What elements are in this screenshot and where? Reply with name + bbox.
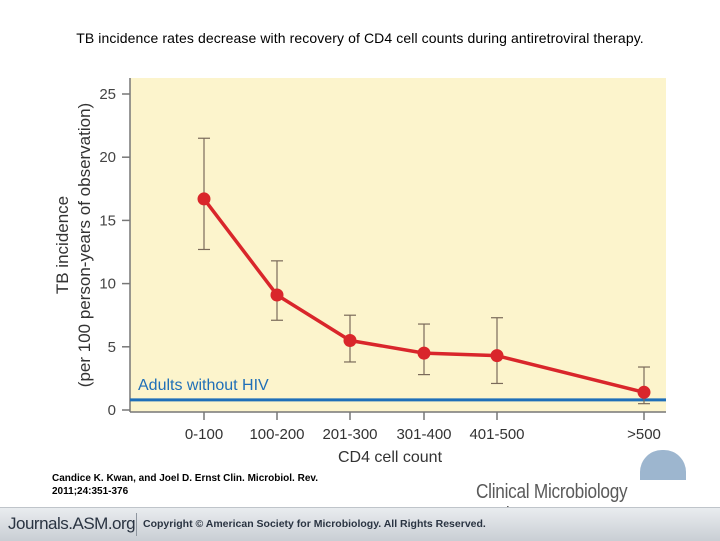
y-axis: 0 5 10 15 20 25 bbox=[99, 78, 131, 419]
citation-authors: Candice K. Kwan, and Joel D. Ernst Clin.… bbox=[52, 473, 318, 484]
footer-copyright: Copyright © American Society for Microbi… bbox=[143, 518, 486, 530]
data-point bbox=[343, 333, 357, 347]
x-tick-label: 100-200 bbox=[249, 426, 304, 443]
tb-incidence-chart: 0 5 10 15 20 25 0-100 100-200 201-300 301-400 401… bbox=[53, 78, 666, 466]
y-axis-label-line1: TB incidence bbox=[53, 196, 72, 294]
series-group bbox=[197, 137, 651, 405]
data-point bbox=[637, 385, 651, 399]
x-tick-label: 401-500 bbox=[469, 426, 524, 443]
series-line bbox=[202, 197, 645, 395]
x-tick-label: 201-300 bbox=[322, 426, 377, 443]
x-tick-label: >500 bbox=[627, 426, 661, 443]
x-axis-label: CD4 cell count bbox=[338, 449, 443, 466]
footer-bar: Journals.ASM.org Copyright © American So… bbox=[0, 507, 720, 541]
data-point bbox=[270, 288, 284, 302]
x-tick-label: 301-400 bbox=[396, 426, 451, 443]
footer-separator bbox=[136, 513, 137, 536]
x-axis: 0-100 100-200 201-300 301-400 401-500 >500 bbox=[130, 411, 666, 443]
footer-brand[interactable]: Journals.ASM.org bbox=[8, 514, 136, 533]
slide-title: TB incidence rates decrease with recover… bbox=[76, 30, 644, 46]
citation: Candice K. Kwan, and Joel D. Ernst Clin.… bbox=[52, 472, 372, 498]
y-axis-label-line2: (per 100 person-years of observation) bbox=[75, 103, 94, 387]
reference-line-group: Adults without HIV bbox=[130, 377, 666, 402]
citation-reference: 2011;24:351-376 bbox=[52, 486, 129, 497]
y-tick-label: 25 bbox=[99, 86, 116, 103]
data-point bbox=[490, 349, 504, 363]
y-tick-label: 5 bbox=[108, 339, 116, 356]
corner-decoration bbox=[640, 450, 686, 480]
y-tick-label: 20 bbox=[99, 149, 116, 166]
x-tick-label: 0-100 bbox=[185, 426, 223, 443]
y-tick-label: 0 bbox=[108, 402, 116, 419]
data-point bbox=[417, 346, 431, 360]
data-point bbox=[197, 192, 211, 206]
reference-line-label: Adults without HIV bbox=[138, 377, 269, 394]
y-tick-label: 10 bbox=[99, 276, 116, 293]
y-tick-label: 15 bbox=[99, 212, 116, 229]
plot-background bbox=[130, 78, 666, 412]
